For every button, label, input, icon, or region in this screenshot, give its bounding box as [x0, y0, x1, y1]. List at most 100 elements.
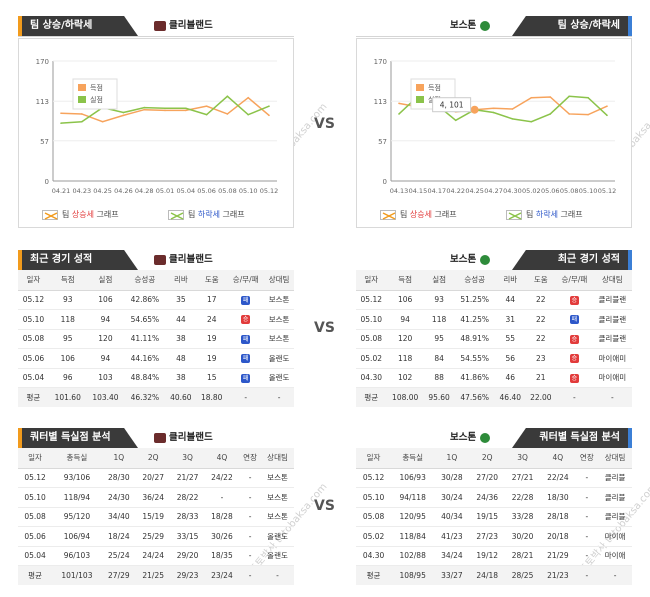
table-header-row: 일자 총득실 1Q 2Q 3Q 4Q 연장 상대팀 — [18, 448, 294, 469]
table-row: 05.02 118 84 54.55% 56 23 승 마이애미 — [356, 348, 632, 369]
table-cell: - — [227, 387, 265, 407]
table-cell: 패 — [227, 368, 265, 388]
data-point — [606, 105, 608, 107]
table-cell: 19 — [196, 329, 228, 349]
x-tick-label: 05.10 — [579, 187, 598, 195]
legend-label: 득점 — [428, 84, 441, 92]
table-cell: 38 — [165, 329, 197, 349]
table-cell: 15 — [196, 368, 228, 388]
table-cell: 올랜도 — [264, 368, 294, 388]
data-point — [122, 114, 125, 117]
divider — [18, 36, 294, 37]
tooltip-text: 4, 101 — [440, 101, 464, 110]
table-cell: 30/28 — [434, 468, 470, 488]
table-cell: 19/15 — [469, 507, 505, 527]
table-cell: 올랜도 — [264, 348, 294, 369]
table-cell: 보스톤 — [264, 329, 294, 349]
table-cell: 05.12 — [18, 468, 53, 488]
table-cell: 21/23 — [540, 565, 576, 585]
column-header: 일자 — [18, 448, 53, 469]
table-cell: 마이애미 — [592, 348, 632, 369]
column-header: 총득실 — [52, 448, 102, 469]
result-badge: 승 — [569, 295, 579, 305]
rise-legend: 팀 상승세 그래프 — [42, 209, 119, 220]
y-tick-label: 170 — [374, 58, 387, 66]
left-chart-box: 57 113 170 0 04.21 04.23 04.25 04.26 04.28 05.01 0… — [18, 38, 294, 228]
table-cell: 41.86% — [454, 368, 496, 388]
accent-bar — [18, 16, 22, 36]
y-tick-label: 170 — [36, 58, 49, 66]
table-cell: 보스톤 — [264, 290, 294, 310]
table-cell: 106 — [86, 290, 125, 310]
table-cell: 22 — [525, 329, 557, 349]
table-cell: 47.56% — [454, 387, 496, 407]
data-point — [454, 119, 457, 122]
table-cell: 44 — [165, 309, 197, 330]
table-cell: 22 — [525, 309, 557, 330]
table-row: 05.08 120/95 40/34 19/15 33/28 28/18- 클리블 — [356, 507, 632, 527]
table-cell: 마이애미 — [592, 368, 632, 388]
table-cell: 24/24 — [136, 546, 171, 566]
column-header: 2Q — [469, 448, 505, 469]
column-header: 총득실 — [391, 448, 435, 469]
table-cell: 21/25 — [136, 565, 171, 585]
left-team-name: 클리블랜드 — [154, 250, 213, 270]
column-header: 3Q — [504, 448, 541, 469]
column-header: 리바 — [495, 270, 526, 291]
table-cell: 05.10 — [18, 487, 53, 508]
average-row: 평균 101/103 27/29 21/25 29/23 23/24- - — [18, 565, 294, 585]
tooltip-box — [432, 97, 472, 113]
table-cell: 05.10 — [356, 309, 387, 330]
table-cell: 21/29 — [540, 546, 576, 566]
x-tick-label: 04.23 — [72, 187, 91, 195]
y-tick-label: 57 — [378, 138, 387, 146]
accent-bar — [628, 16, 632, 36]
result-badge: 승 — [569, 354, 579, 364]
table-cell: 23/24 — [204, 565, 240, 585]
table-cell: 30/24 — [434, 487, 470, 508]
data-point — [60, 112, 62, 115]
table-cell: 31 — [495, 309, 526, 330]
table-cell: 마이애 — [598, 546, 632, 566]
left-recent-table: 일자 득점 실점 승성공 리바 도움 승/무/패 상대팀 05.12 93 106 42.86% 35 1… — [18, 270, 294, 407]
result-badge: 패 — [241, 295, 251, 305]
table-cell: 41/23 — [434, 526, 470, 547]
table-row: 04.30 102 88 41.86% 46 21 승 마이애미 — [356, 368, 632, 388]
data-point — [81, 120, 83, 123]
table-cell: 55 — [495, 329, 526, 349]
table-cell: 평균 — [356, 565, 392, 585]
table-cell: 118 — [386, 348, 424, 369]
table-cell: 33/27 — [434, 565, 470, 585]
table-cell: 93/106 — [52, 468, 102, 488]
table-cell: 38 — [165, 368, 197, 388]
table-row: 05.06 106/94 18/24 25/29 33/15 30/26- 올랜도 — [18, 526, 294, 547]
table-row: 05.10 118/94 24/30 36/24 28/22- - 보스톤 — [18, 487, 294, 508]
trend-title: 팀 상승/하락세 — [512, 16, 628, 36]
table-cell: 승 — [556, 290, 593, 310]
table-cell: 33/28 — [504, 507, 541, 527]
table-cell: 패 — [227, 290, 265, 310]
table-cell: 94 — [86, 309, 125, 330]
right-recent-panel: 보스톤 최근 경기 성적 일자 득점 실점 승성공 리바 도움 승/무/패 상대팀 05.12 1… — [356, 250, 632, 407]
table-cell: 클리블랜 — [592, 329, 632, 349]
table-row: 05.10 118 94 54.65% 44 24 승 보스톤 — [18, 309, 294, 330]
table-cell: 18/28 — [204, 507, 240, 527]
table-header-row: 일자 총득실 1Q 2Q 3Q 4Q 연장 상대팀 — [356, 448, 632, 469]
table-cell: 103 — [86, 368, 125, 388]
right-chart-box: 57 113 170 0 04.13 04.15 04.17 04.22 04.25 04.27 0… — [356, 38, 632, 228]
vs-label: VS — [314, 498, 335, 514]
table-cell: 27/20 — [469, 468, 505, 488]
fall-graph-icon — [168, 209, 184, 220]
column-header: 상대팀 — [592, 270, 632, 291]
fall-legend: 팀 하락세 그래프 — [168, 209, 245, 220]
table-cell: 95 — [48, 329, 87, 349]
table-cell: 15/19 — [136, 507, 171, 527]
table-cell: 05.12 — [356, 468, 392, 488]
data-point — [398, 113, 400, 115]
table-cell: 28/21 — [504, 546, 541, 566]
result-badge: 패 — [569, 315, 579, 325]
x-tick-label: 04.13 — [390, 187, 409, 195]
table-cell: 클리블랜 — [592, 290, 632, 310]
column-header: 일자 — [356, 448, 392, 469]
